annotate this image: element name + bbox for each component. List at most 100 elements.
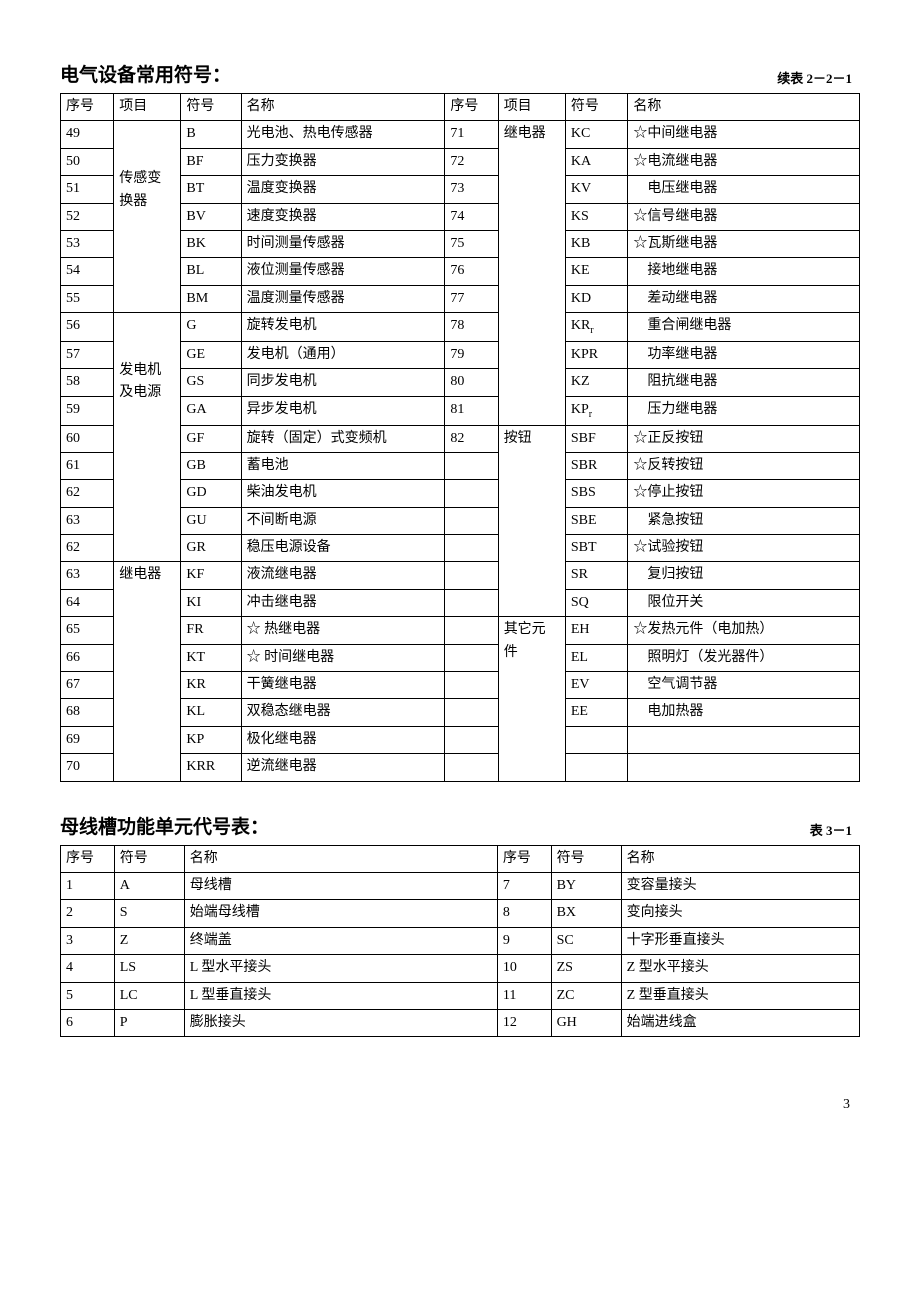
symbol-cell: KPr <box>565 396 628 425</box>
row-num <box>445 672 498 699</box>
symbol-cell: GE <box>181 341 241 368</box>
row-num: 54 <box>61 258 114 285</box>
symbol-cell: ZS <box>551 955 621 982</box>
symbol-cell: SBF <box>565 425 628 452</box>
symbol-cell: BX <box>551 900 621 927</box>
symbol-cell: KT <box>181 644 241 671</box>
name-cell: ☆ 时间继电器 <box>241 644 445 671</box>
row-num: 63 <box>61 507 114 534</box>
symbol-cell: SQ <box>565 589 628 616</box>
table-header-cell: 名称 <box>628 94 860 121</box>
symbol-cell: KE <box>565 258 628 285</box>
row-num: 71 <box>445 121 498 148</box>
name-cell: 双稳态继电器 <box>241 699 445 726</box>
row-num: 70 <box>61 754 114 781</box>
name-cell: ☆信号继电器 <box>628 203 860 230</box>
name-cell: 速度变换器 <box>241 203 445 230</box>
name-cell: L 型水平接头 <box>184 955 497 982</box>
name-cell: 异步发电机 <box>241 396 445 425</box>
symbol-cell: GS <box>181 369 241 396</box>
symbol-cell: SR <box>565 562 628 589</box>
name-cell: 逆流继电器 <box>241 754 445 781</box>
name-cell: Z 型垂直接头 <box>621 982 859 1009</box>
row-num: 3 <box>61 927 115 954</box>
name-cell: 发电机（通用） <box>241 341 445 368</box>
name-cell: ☆试验按钮 <box>628 535 860 562</box>
symbol-cell: BL <box>181 258 241 285</box>
row-num <box>445 726 498 753</box>
row-num: 61 <box>61 452 114 479</box>
table-header-cell: 项目 <box>498 94 565 121</box>
category-cell: 发电机及电源 <box>114 313 181 562</box>
symbol-cell: EE <box>565 699 628 726</box>
table1-title: 电气设备常用符号： <box>60 60 231 87</box>
name-cell: ☆电流继电器 <box>628 148 860 175</box>
table-header-cell: 项目 <box>114 94 181 121</box>
name-cell: 温度测量传感器 <box>241 285 445 312</box>
name-cell <box>628 754 860 781</box>
name-cell: ☆中间继电器 <box>628 121 860 148</box>
name-cell: 紧急按钮 <box>628 507 860 534</box>
name-cell: ☆正反按钮 <box>628 425 860 452</box>
symbol-cell: EL <box>565 644 628 671</box>
symbol-cell: GH <box>551 1009 621 1036</box>
name-cell: 压力继电器 <box>628 396 860 425</box>
row-num: 60 <box>61 425 114 452</box>
symbol-cell: KZ <box>565 369 628 396</box>
table-header-cell: 名称 <box>184 845 497 872</box>
name-cell: 不间断电源 <box>241 507 445 534</box>
symbol-cell: P <box>114 1009 184 1036</box>
symbol-cell: BK <box>181 230 241 257</box>
row-num: 62 <box>61 535 114 562</box>
table-header-cell: 序号 <box>497 845 551 872</box>
symbol-cell: SBT <box>565 535 628 562</box>
symbol-cell: GR <box>181 535 241 562</box>
symbol-cell: BM <box>181 285 241 312</box>
symbols-table-1: 序号项目符号名称序号项目符号名称49 传感变换器B光电池、热电传感器71继电器K… <box>60 93 860 782</box>
symbol-cell: KF <box>181 562 241 589</box>
row-num: 66 <box>61 644 114 671</box>
row-num: 6 <box>61 1009 115 1036</box>
table-header-cell: 名称 <box>621 845 859 872</box>
symbol-cell: BY <box>551 872 621 899</box>
row-num: 5 <box>61 982 115 1009</box>
row-num: 2 <box>61 900 115 927</box>
symbol-cell: GD <box>181 480 241 507</box>
row-num: 4 <box>61 955 115 982</box>
row-num: 8 <box>497 900 551 927</box>
name-cell: 十字形垂直接头 <box>621 927 859 954</box>
row-num: 51 <box>61 176 114 203</box>
name-cell: ☆瓦斯继电器 <box>628 230 860 257</box>
symbol-cell: GA <box>181 396 241 425</box>
table-header-cell: 序号 <box>61 845 115 872</box>
name-cell: Z 型水平接头 <box>621 955 859 982</box>
row-num <box>445 480 498 507</box>
row-num: 11 <box>497 982 551 1009</box>
row-num: 76 <box>445 258 498 285</box>
symbol-cell: GU <box>181 507 241 534</box>
row-num <box>445 452 498 479</box>
symbol-cell: KL <box>181 699 241 726</box>
row-num: 10 <box>497 955 551 982</box>
symbol-cell: B <box>181 121 241 148</box>
name-cell: 稳压电源设备 <box>241 535 445 562</box>
name-cell: 母线槽 <box>184 872 497 899</box>
row-num <box>445 699 498 726</box>
name-cell: 液流继电器 <box>241 562 445 589</box>
name-cell: 时间测量传感器 <box>241 230 445 257</box>
symbol-cell: KB <box>565 230 628 257</box>
row-num <box>445 644 498 671</box>
row-num: 62 <box>61 480 114 507</box>
name-cell: 阻抗继电器 <box>628 369 860 396</box>
name-cell <box>628 726 860 753</box>
name-cell: 柴油发电机 <box>241 480 445 507</box>
symbol-cell: BF <box>181 148 241 175</box>
table-header-cell: 符号 <box>551 845 621 872</box>
row-num: 72 <box>445 148 498 175</box>
symbol-cell: KA <box>565 148 628 175</box>
symbol-cell: SBS <box>565 480 628 507</box>
row-num: 1 <box>61 872 115 899</box>
row-num: 57 <box>61 341 114 368</box>
name-cell: 光电池、热电传感器 <box>241 121 445 148</box>
row-num: 59 <box>61 396 114 425</box>
